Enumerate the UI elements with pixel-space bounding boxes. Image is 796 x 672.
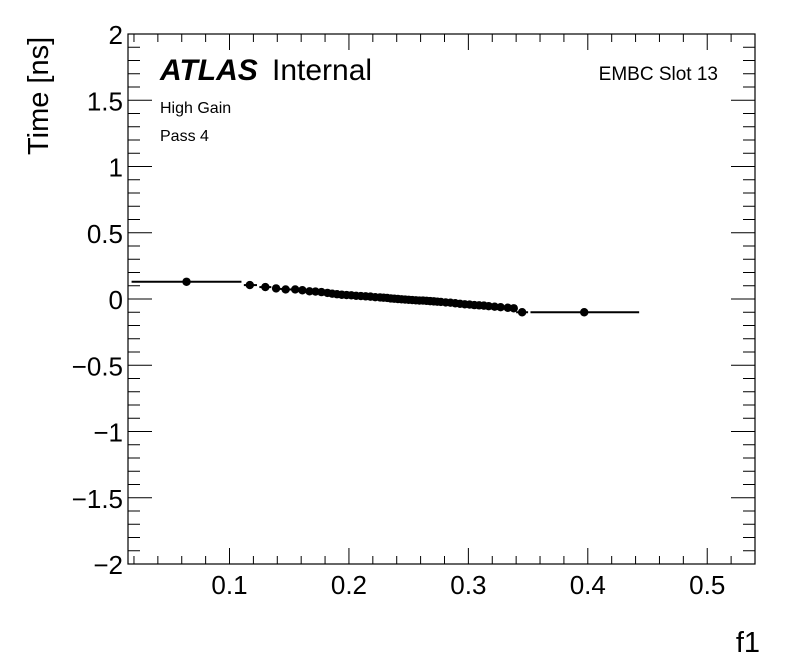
x-axis-label: f1: [736, 627, 760, 659]
x-tick-label: 0.4: [570, 570, 606, 600]
data-point: [261, 282, 270, 292]
data-point: [305, 287, 314, 296]
data-point: [298, 286, 307, 295]
data-point: [496, 303, 505, 312]
x-tick-label: 0.5: [689, 570, 725, 600]
x-tick-label: 0.2: [331, 570, 367, 600]
internal-label: Internal: [272, 54, 372, 87]
x-tick-label: 0.3: [450, 570, 486, 600]
y-axis-label: Time [ns]: [23, 37, 55, 155]
y-tick-label: −2: [93, 550, 123, 580]
data-point: [509, 304, 518, 313]
data-point: [182, 277, 191, 286]
y-tick-label: −1: [93, 418, 123, 448]
y-tick-label: −0.5: [72, 351, 123, 381]
data-point: [291, 285, 300, 294]
atlas-label: ATLAS: [159, 54, 258, 87]
tick-labels: 0.1 0.2 0.3 0.4 0.5 2 1.5 1 0.5 0 −0.5 −1 −1.5 −2: [72, 20, 726, 600]
data-point: [271, 284, 281, 293]
y-tick-label: 1.5: [87, 86, 123, 116]
data-point: [281, 285, 290, 294]
gain-label: High Gain: [160, 100, 231, 117]
pass-label: Pass 4: [160, 128, 209, 145]
x-tick-label: 0.1: [211, 570, 247, 600]
data-point: [245, 280, 255, 290]
data-points: [182, 277, 589, 317]
y-tick-label: 1: [109, 153, 123, 183]
axis-ticks: [128, 33, 756, 565]
region-label: EMBC Slot 13: [599, 64, 718, 85]
y-tick-label: 0.5: [87, 219, 123, 249]
data-point: [580, 308, 589, 317]
y-tick-label: 0: [109, 285, 123, 315]
y-tick-label: 2: [109, 20, 123, 50]
y-tick-label: −1.5: [72, 484, 123, 514]
data-point: [517, 308, 527, 317]
